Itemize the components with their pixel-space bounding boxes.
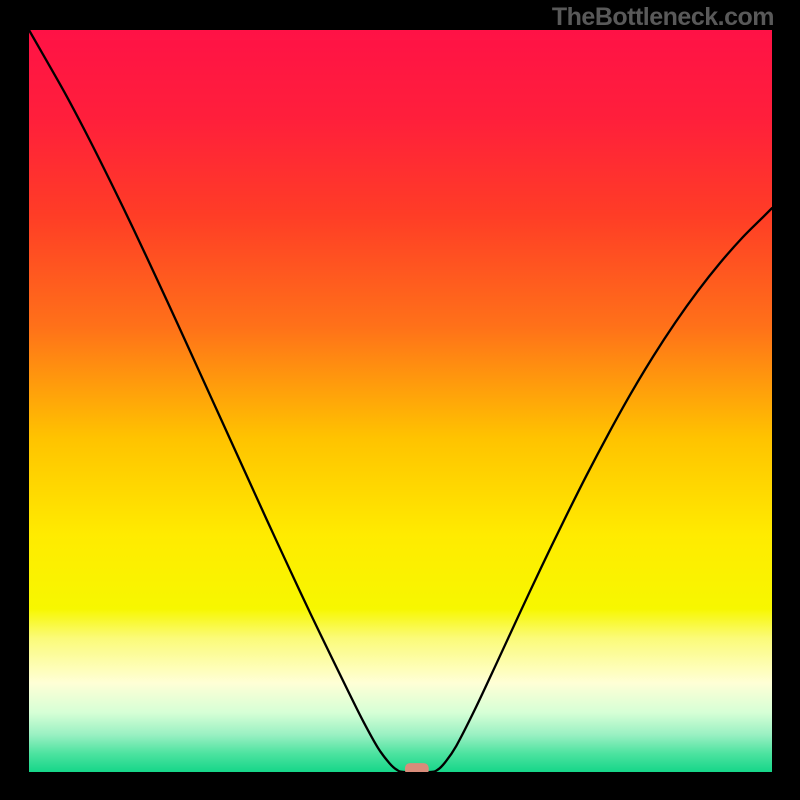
chart-svg	[29, 30, 772, 772]
watermark-label: TheBottleneck.com	[552, 3, 774, 32]
optimal-point-marker	[405, 763, 429, 772]
gradient-background	[29, 30, 772, 772]
bottleneck-chart	[29, 30, 772, 772]
